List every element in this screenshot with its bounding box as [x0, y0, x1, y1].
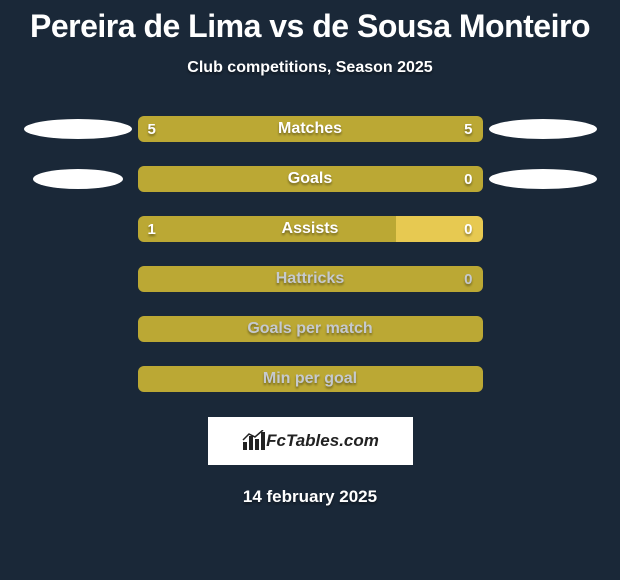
left-ellipse-wrap — [18, 319, 138, 339]
stat-row: Hattricks0 — [0, 267, 620, 291]
right-ellipse-wrap — [483, 219, 603, 239]
stat-row: Goals0 — [0, 167, 620, 191]
left-ellipse-wrap — [18, 169, 138, 189]
right-ellipse-wrap — [483, 369, 603, 389]
logo-box[interactable]: FcTables.com — [208, 417, 413, 465]
right-ellipse-wrap — [483, 319, 603, 339]
stat-label: Assists — [138, 220, 483, 238]
subtitle: Club competitions, Season 2025 — [0, 59, 620, 77]
stat-left-value: 1 — [148, 221, 156, 238]
left-ellipse-wrap — [18, 119, 138, 139]
stat-right-value: 0 — [464, 221, 472, 238]
stat-right-value: 5 — [464, 121, 472, 138]
right-ellipse — [489, 169, 597, 189]
stat-row: Matches5 5 — [0, 117, 620, 141]
stat-label: Hattricks — [138, 270, 483, 288]
left-ellipse-wrap — [18, 369, 138, 389]
page-title: Pereira de Lima vs de Sousa Monteiro — [0, 0, 620, 45]
right-ellipse-wrap — [483, 169, 603, 189]
stat-label: Goals per match — [138, 320, 483, 338]
left-ellipse — [33, 169, 123, 189]
stat-right-value: 0 — [464, 171, 472, 188]
right-ellipse — [489, 119, 597, 139]
stat-label: Matches — [138, 120, 483, 138]
stat-right-value: 0 — [464, 271, 472, 288]
stat-bar: Goals per match — [138, 316, 483, 342]
right-ellipse-wrap — [483, 269, 603, 289]
stat-bar: Matches5 5 — [138, 116, 483, 142]
date-stamp: 14 february 2025 — [0, 487, 620, 507]
logo-text: FcTables.com — [266, 431, 379, 451]
left-ellipse — [24, 119, 132, 139]
stat-row: Assists1 0 — [0, 217, 620, 241]
stat-label: Min per goal — [138, 370, 483, 388]
stat-rows-container: Matches55Goals0Assists10Hattricks0Goals … — [0, 117, 620, 391]
stat-left-value: 5 — [148, 121, 156, 138]
stat-row: Min per goal — [0, 367, 620, 391]
stat-label: Goals — [138, 170, 483, 188]
stat-bar: Min per goal — [138, 366, 483, 392]
stat-bar: Assists1 0 — [138, 216, 483, 242]
left-ellipse-wrap — [18, 219, 138, 239]
stat-row: Goals per match — [0, 317, 620, 341]
left-ellipse-wrap — [18, 269, 138, 289]
right-ellipse-wrap — [483, 119, 603, 139]
stat-bar: Hattricks0 — [138, 266, 483, 292]
stat-bar: Goals0 — [138, 166, 483, 192]
bar-chart-icon — [241, 430, 267, 452]
